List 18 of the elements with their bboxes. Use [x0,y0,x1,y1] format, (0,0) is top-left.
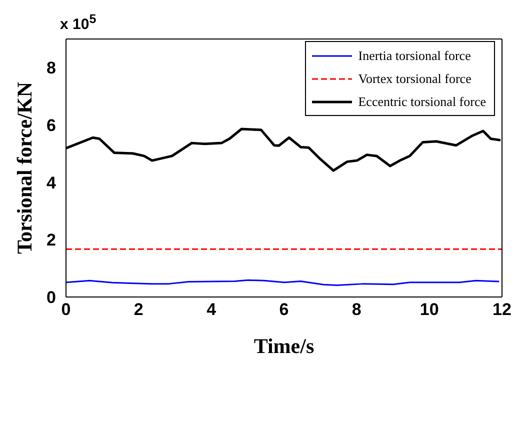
x-tick-label: 6 [279,300,289,320]
text: x 10$^{5}$ [60,12,96,33]
y-tick-label: 8 [46,58,56,78]
x-tick-label: 4 [206,300,217,320]
x-tick-label: 0 [61,300,71,320]
x-tick-label: 12 [492,300,512,320]
x-tick-label: 10 [420,300,439,320]
x-tick-label: 8 [352,300,362,320]
x-axis-title: Time/s [254,334,314,358]
legend-label: Vortex torsional force [358,70,472,86]
y-axis-title: Torsional force/KN [12,82,36,254]
y-tick-label: 0 [46,288,56,308]
legend-label: Eccentric torsional force [358,94,486,110]
y-tick-label: 4 [46,173,57,192]
legend-label: Inertia torsional force [358,48,471,64]
y-tick-label: 2 [46,230,56,250]
y-tick-label: 6 [46,116,56,136]
x-tick-label: 2 [134,300,144,320]
